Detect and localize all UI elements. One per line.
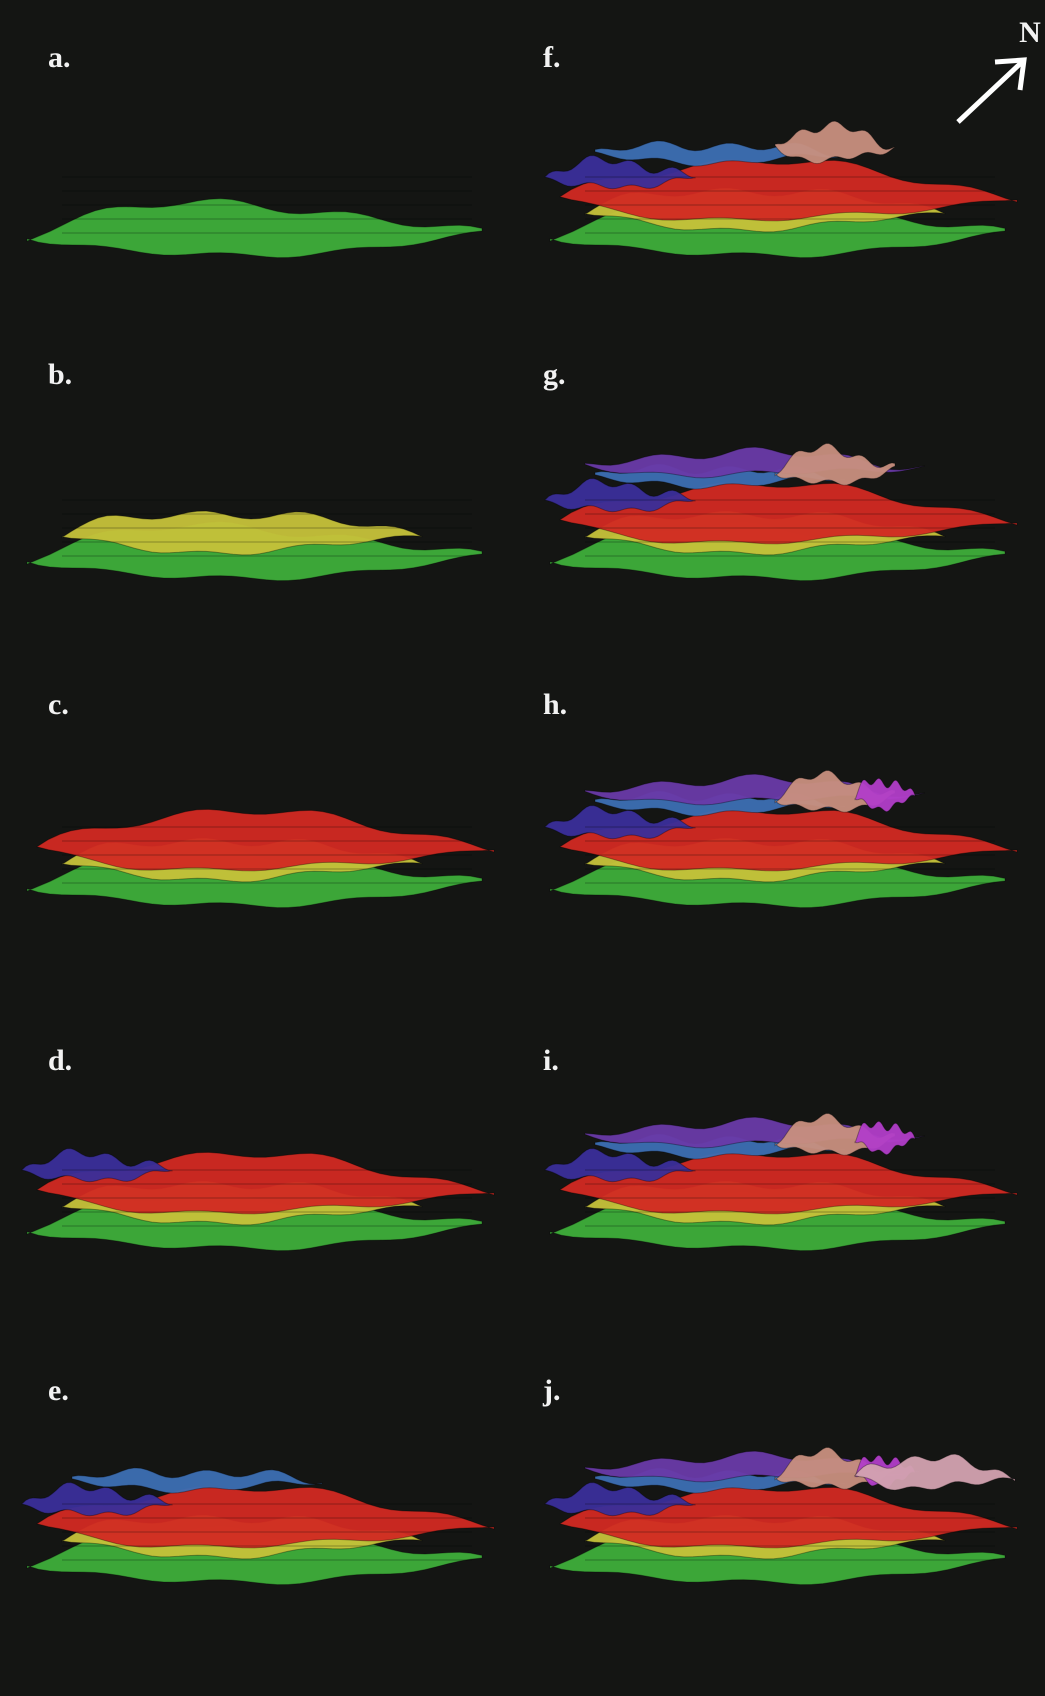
panel-surfaces (544, 443, 1018, 582)
arrow-head (994, 57, 1027, 91)
surface-pink (854, 1453, 1016, 1491)
north-label: N (1019, 16, 1041, 49)
panel-label: a. (48, 41, 71, 74)
surface-lblue (71, 1467, 323, 1494)
panel-surfaces (26, 808, 495, 909)
surface-dblue (21, 1147, 173, 1183)
panel-surfaces (544, 120, 1018, 259)
surface-green (26, 198, 483, 259)
panel-label: f. (543, 41, 561, 74)
surface-dblue (21, 1481, 173, 1517)
panel-label: b. (48, 358, 72, 391)
surface-red (36, 808, 495, 872)
panel-surfaces (21, 1467, 495, 1586)
panel-label: d. (48, 1044, 72, 1077)
panel-label: j. (542, 1374, 561, 1407)
panel-surfaces (544, 770, 1018, 909)
panel-surfaces (21, 1147, 495, 1252)
panel-label: c. (48, 688, 69, 721)
surface-tan (774, 443, 896, 486)
surface-dblue (544, 477, 696, 513)
surface-dblue (544, 1147, 696, 1183)
surfaces (21, 120, 1018, 1586)
panel-label: h. (543, 688, 567, 721)
panel-surfaces (26, 176, 483, 259)
surface-magenta (854, 777, 916, 813)
panel-label: g. (543, 358, 566, 391)
arrow-shaft (956, 60, 1024, 124)
panel-labels: a. b. c. d. e. f. g. h. i. j. (48, 41, 567, 1407)
panel-surfaces (544, 1447, 1018, 1586)
panel-label: i. (543, 1044, 559, 1077)
panel-surfaces (26, 499, 483, 582)
surface-magenta (854, 1120, 916, 1156)
surface-dblue (544, 804, 696, 840)
surface-yellow (61, 510, 423, 556)
surface-tan (774, 120, 896, 165)
north-arrow: N (956, 16, 1041, 124)
surface-dblue (544, 1481, 696, 1517)
surface-dblue (544, 154, 696, 190)
panel-label: e. (48, 1374, 69, 1407)
panel-surfaces (544, 1113, 1018, 1252)
